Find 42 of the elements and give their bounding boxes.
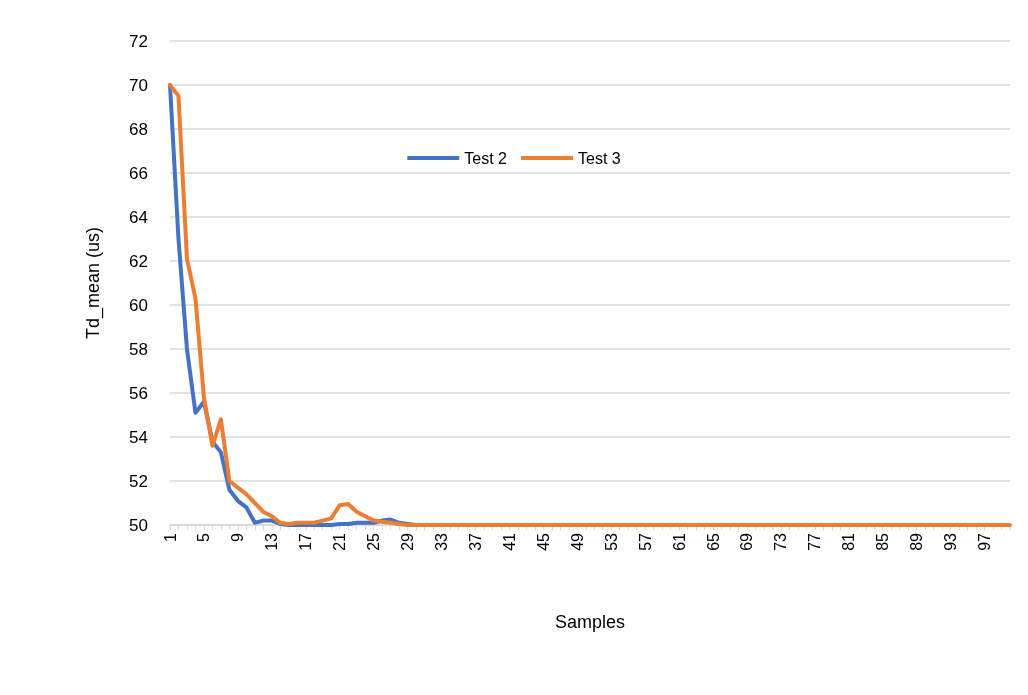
y-tick-label: 56 — [129, 383, 148, 403]
x-tick-label: 37 — [466, 532, 484, 551]
x-tick-label: 97 — [976, 532, 994, 551]
x-tick-label: 77 — [806, 532, 824, 551]
x-tick-label: 29 — [399, 532, 417, 551]
x-tick-label: 85 — [874, 532, 892, 551]
x-tick-label: 49 — [568, 532, 586, 551]
x-tick-label: 5 — [195, 532, 213, 542]
y-tick-label: 58 — [129, 339, 148, 359]
y-tick-label: 68 — [129, 119, 148, 139]
y-tick-label: 60 — [129, 295, 148, 315]
y-tick-label: 64 — [129, 207, 148, 227]
legend-label: Test 3 — [578, 149, 621, 167]
x-tick-label: 13 — [263, 532, 281, 551]
x-tick-label: 53 — [602, 532, 620, 551]
y-tick-label: 52 — [129, 471, 148, 491]
x-tick-label: 45 — [534, 532, 552, 551]
x-tick-label: 1 — [161, 532, 179, 542]
x-tick-label: 33 — [433, 532, 451, 551]
x-tick-label: 73 — [772, 532, 790, 551]
x-tick-label: 81 — [840, 532, 858, 551]
x-tick-label: 9 — [229, 532, 247, 542]
y-tick-label: 62 — [129, 251, 148, 271]
legend-label: Test 2 — [464, 149, 508, 167]
x-tick-label: 89 — [908, 532, 926, 551]
x-tick-label: 17 — [297, 532, 315, 551]
x-tick-label: 21 — [331, 532, 349, 551]
y-axis-title: Td_mean (us) — [83, 226, 104, 340]
y-tick-label: 50 — [129, 515, 148, 535]
y-tick-label: 54 — [129, 427, 148, 447]
y-tick-label: 66 — [129, 163, 148, 183]
x-axis-title: Samples — [554, 612, 626, 632]
x-tick-label: 41 — [500, 532, 518, 551]
x-tick-label: 25 — [365, 532, 383, 551]
x-tick-label: 69 — [738, 532, 756, 551]
x-tick-label: 93 — [942, 532, 960, 551]
y-tick-label: 72 — [129, 31, 148, 51]
x-tick-label: 65 — [704, 532, 722, 551]
x-tick-label: 57 — [636, 532, 654, 551]
x-tick-label: 61 — [670, 532, 688, 551]
y-tick-label: 70 — [129, 75, 148, 95]
line-series — [168, 83, 1012, 527]
